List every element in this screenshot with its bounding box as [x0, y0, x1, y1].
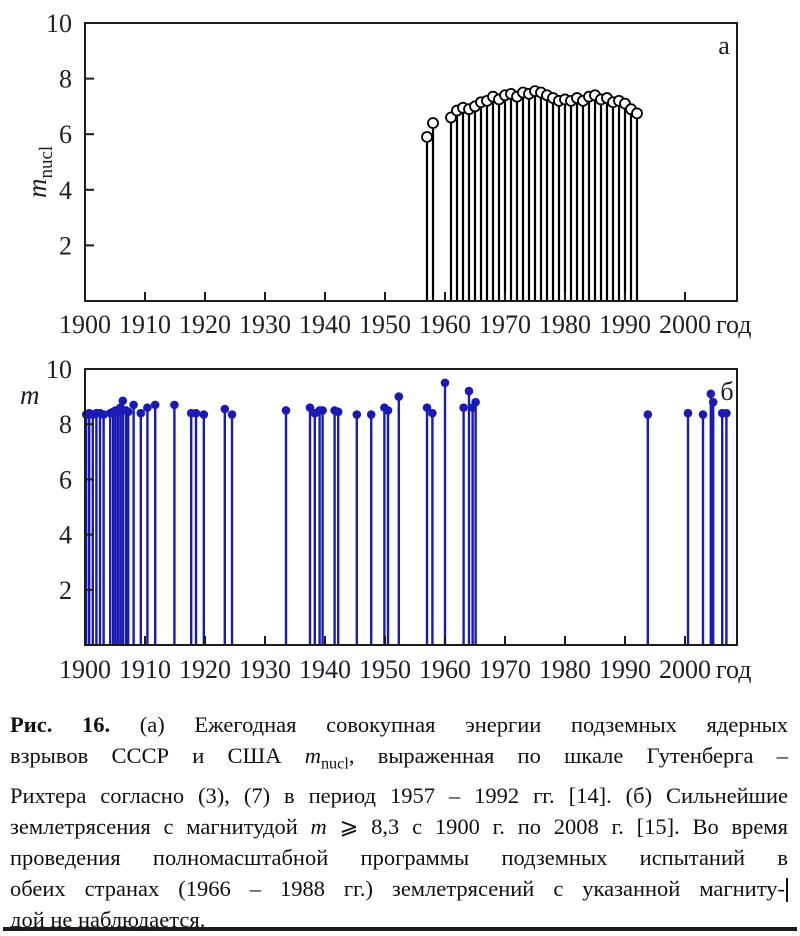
x-tick-label: 2000 — [659, 310, 711, 339]
stem-marker — [427, 117, 439, 129]
caption-line: Рихтера согласно (3), (7) в период 1957 … — [10, 780, 788, 811]
x-axis-label: год — [716, 310, 752, 339]
x-tick-label: 1930 — [239, 655, 291, 684]
stem-marker — [123, 407, 133, 417]
x-tick-label: 1910 — [119, 655, 171, 684]
caption-text: Рихтера согласно (3), (7) в период 1957 … — [10, 782, 788, 808]
y-tick-label: 2 — [59, 231, 72, 260]
x-tick-label: 1980 — [539, 655, 591, 684]
y-tick-label: 10 — [46, 9, 72, 38]
caption-text: взрывов СССР и США — [10, 743, 305, 768]
x-tick-label: 1940 — [299, 310, 351, 339]
x-tick-label: 1940 — [299, 655, 351, 684]
stem-marker — [150, 400, 160, 410]
x-tick-label: 1900 — [59, 310, 111, 339]
caption-text: проведения полномасштабной программы под… — [10, 844, 788, 870]
stem-marker — [394, 392, 404, 401]
stem-marker — [170, 400, 179, 410]
stem-marker — [281, 406, 291, 415]
stem-marker — [199, 410, 209, 419]
stem-marker — [99, 410, 108, 419]
stem-marker — [366, 410, 376, 419]
x-tick-label: 1910 — [119, 310, 171, 339]
stem-marker — [143, 403, 152, 412]
x-tick-label: 1990 — [599, 310, 651, 339]
caption-text: m — [304, 743, 321, 768]
x-tick-label: 1970 — [479, 310, 531, 339]
stem-marker — [333, 407, 343, 417]
caption-line: проведения полномасштабной программы под… — [10, 842, 788, 873]
caption-text: землетрясения с магнитудой — [10, 813, 311, 839]
x-tick-label: 1950 — [359, 310, 411, 339]
y-tick-label: 4 — [59, 176, 72, 205]
figure-caption: Рис. 16. (а) Ежегодная совокупная энерги… — [10, 709, 788, 935]
stem-marker — [722, 408, 731, 418]
y-tick-label: 6 — [59, 120, 72, 149]
caption-text: , выраженная по шкале Гутенберга – — [348, 743, 788, 768]
caption-line: взрывов СССР и США mnucl, выраженная по … — [10, 740, 788, 780]
stem-marker — [136, 408, 146, 418]
stem-marker — [421, 131, 433, 143]
stem-marker — [698, 410, 708, 419]
x-tick-label: 1980 — [539, 310, 591, 339]
stem-marker — [706, 389, 716, 399]
stem-marker — [129, 400, 138, 410]
stem-charts: 2 4 6 8 10 1900 1910 1920 1930 1940 1950 1960 1970 19… — [20, 9, 752, 684]
y-axis-label: mnucl — [22, 146, 57, 198]
stem-panel-б: 2 4 6 8 10 1900 1910 1920 1930 1940 1950 1960 1970 19… — [20, 355, 752, 684]
x-axis-label: год — [716, 655, 752, 684]
x-tick-label: 1920 — [179, 655, 231, 684]
y-tick-label: 10 — [46, 355, 72, 384]
y-tick-label: 2 — [59, 576, 72, 605]
caption-line: землетрясения с магнитудой m ⩾ 8,3 с 190… — [10, 811, 788, 842]
x-tick-label: 1960 — [419, 310, 471, 339]
caption-text: обеих странах (1966 – 1988 гг.) землетря… — [10, 875, 785, 901]
y-tick-label: 8 — [59, 65, 72, 94]
x-tick-label: 1930 — [239, 310, 291, 339]
caption-text: m — [310, 813, 327, 839]
caption-text: nucl — [320, 754, 349, 773]
stem-marker — [471, 397, 480, 407]
y-tick-label: 6 — [59, 465, 72, 494]
stem-marker — [459, 403, 468, 412]
x-tick-label: 1970 — [479, 655, 531, 684]
x-tick-label: 1960 — [419, 655, 471, 684]
stem-marker — [683, 408, 693, 418]
y-tick-label: 4 — [59, 521, 72, 550]
stem-marker — [631, 107, 643, 120]
stem-marker — [220, 404, 230, 414]
y-axis-label: m — [20, 380, 40, 410]
stem-marker — [464, 386, 474, 396]
stem-marker — [318, 406, 327, 415]
stem-marker — [352, 410, 362, 419]
y-tick-label: 8 — [59, 410, 72, 439]
x-tick-label: 1900 — [59, 655, 111, 684]
panel-label: а — [718, 31, 730, 60]
text-cursor-bar — [786, 878, 788, 903]
stem-marker — [191, 408, 201, 418]
caption-text: Рис. 16. — [10, 712, 111, 737]
caption-line: обеих странах (1966 – 1988 гг.) землетря… — [10, 873, 788, 904]
stem-marker — [708, 397, 718, 407]
caption-text: (а) Ежегодная совокупная энергии подземн… — [110, 712, 788, 737]
stem-marker — [440, 378, 450, 388]
stem-marker — [422, 403, 432, 412]
stem-marker — [643, 410, 653, 419]
stem-panel-а: 2 4 6 8 10 1900 1910 1920 1930 1940 1950 1960 1970 19… — [22, 9, 752, 339]
x-tick-label: 2000 — [659, 655, 711, 684]
bottom-rule — [3, 927, 797, 931]
stem-marker — [227, 410, 237, 419]
caption-line: Рис. 16. (а) Ежегодная совокупная энерги… — [10, 709, 788, 740]
stem-marker — [428, 408, 437, 418]
plot-border — [84, 22, 738, 302]
stem-marker — [383, 406, 393, 415]
caption-text: ⩾ 8,3 с 1900 г. по 2008 г. [15]. Во врем… — [326, 813, 788, 839]
panel-label: б — [720, 377, 733, 406]
x-tick-label: 1950 — [359, 655, 411, 684]
stem-marker — [118, 396, 128, 406]
x-tick-label: 1990 — [599, 655, 651, 684]
plot-border — [84, 368, 738, 646]
x-tick-label: 1920 — [179, 310, 231, 339]
